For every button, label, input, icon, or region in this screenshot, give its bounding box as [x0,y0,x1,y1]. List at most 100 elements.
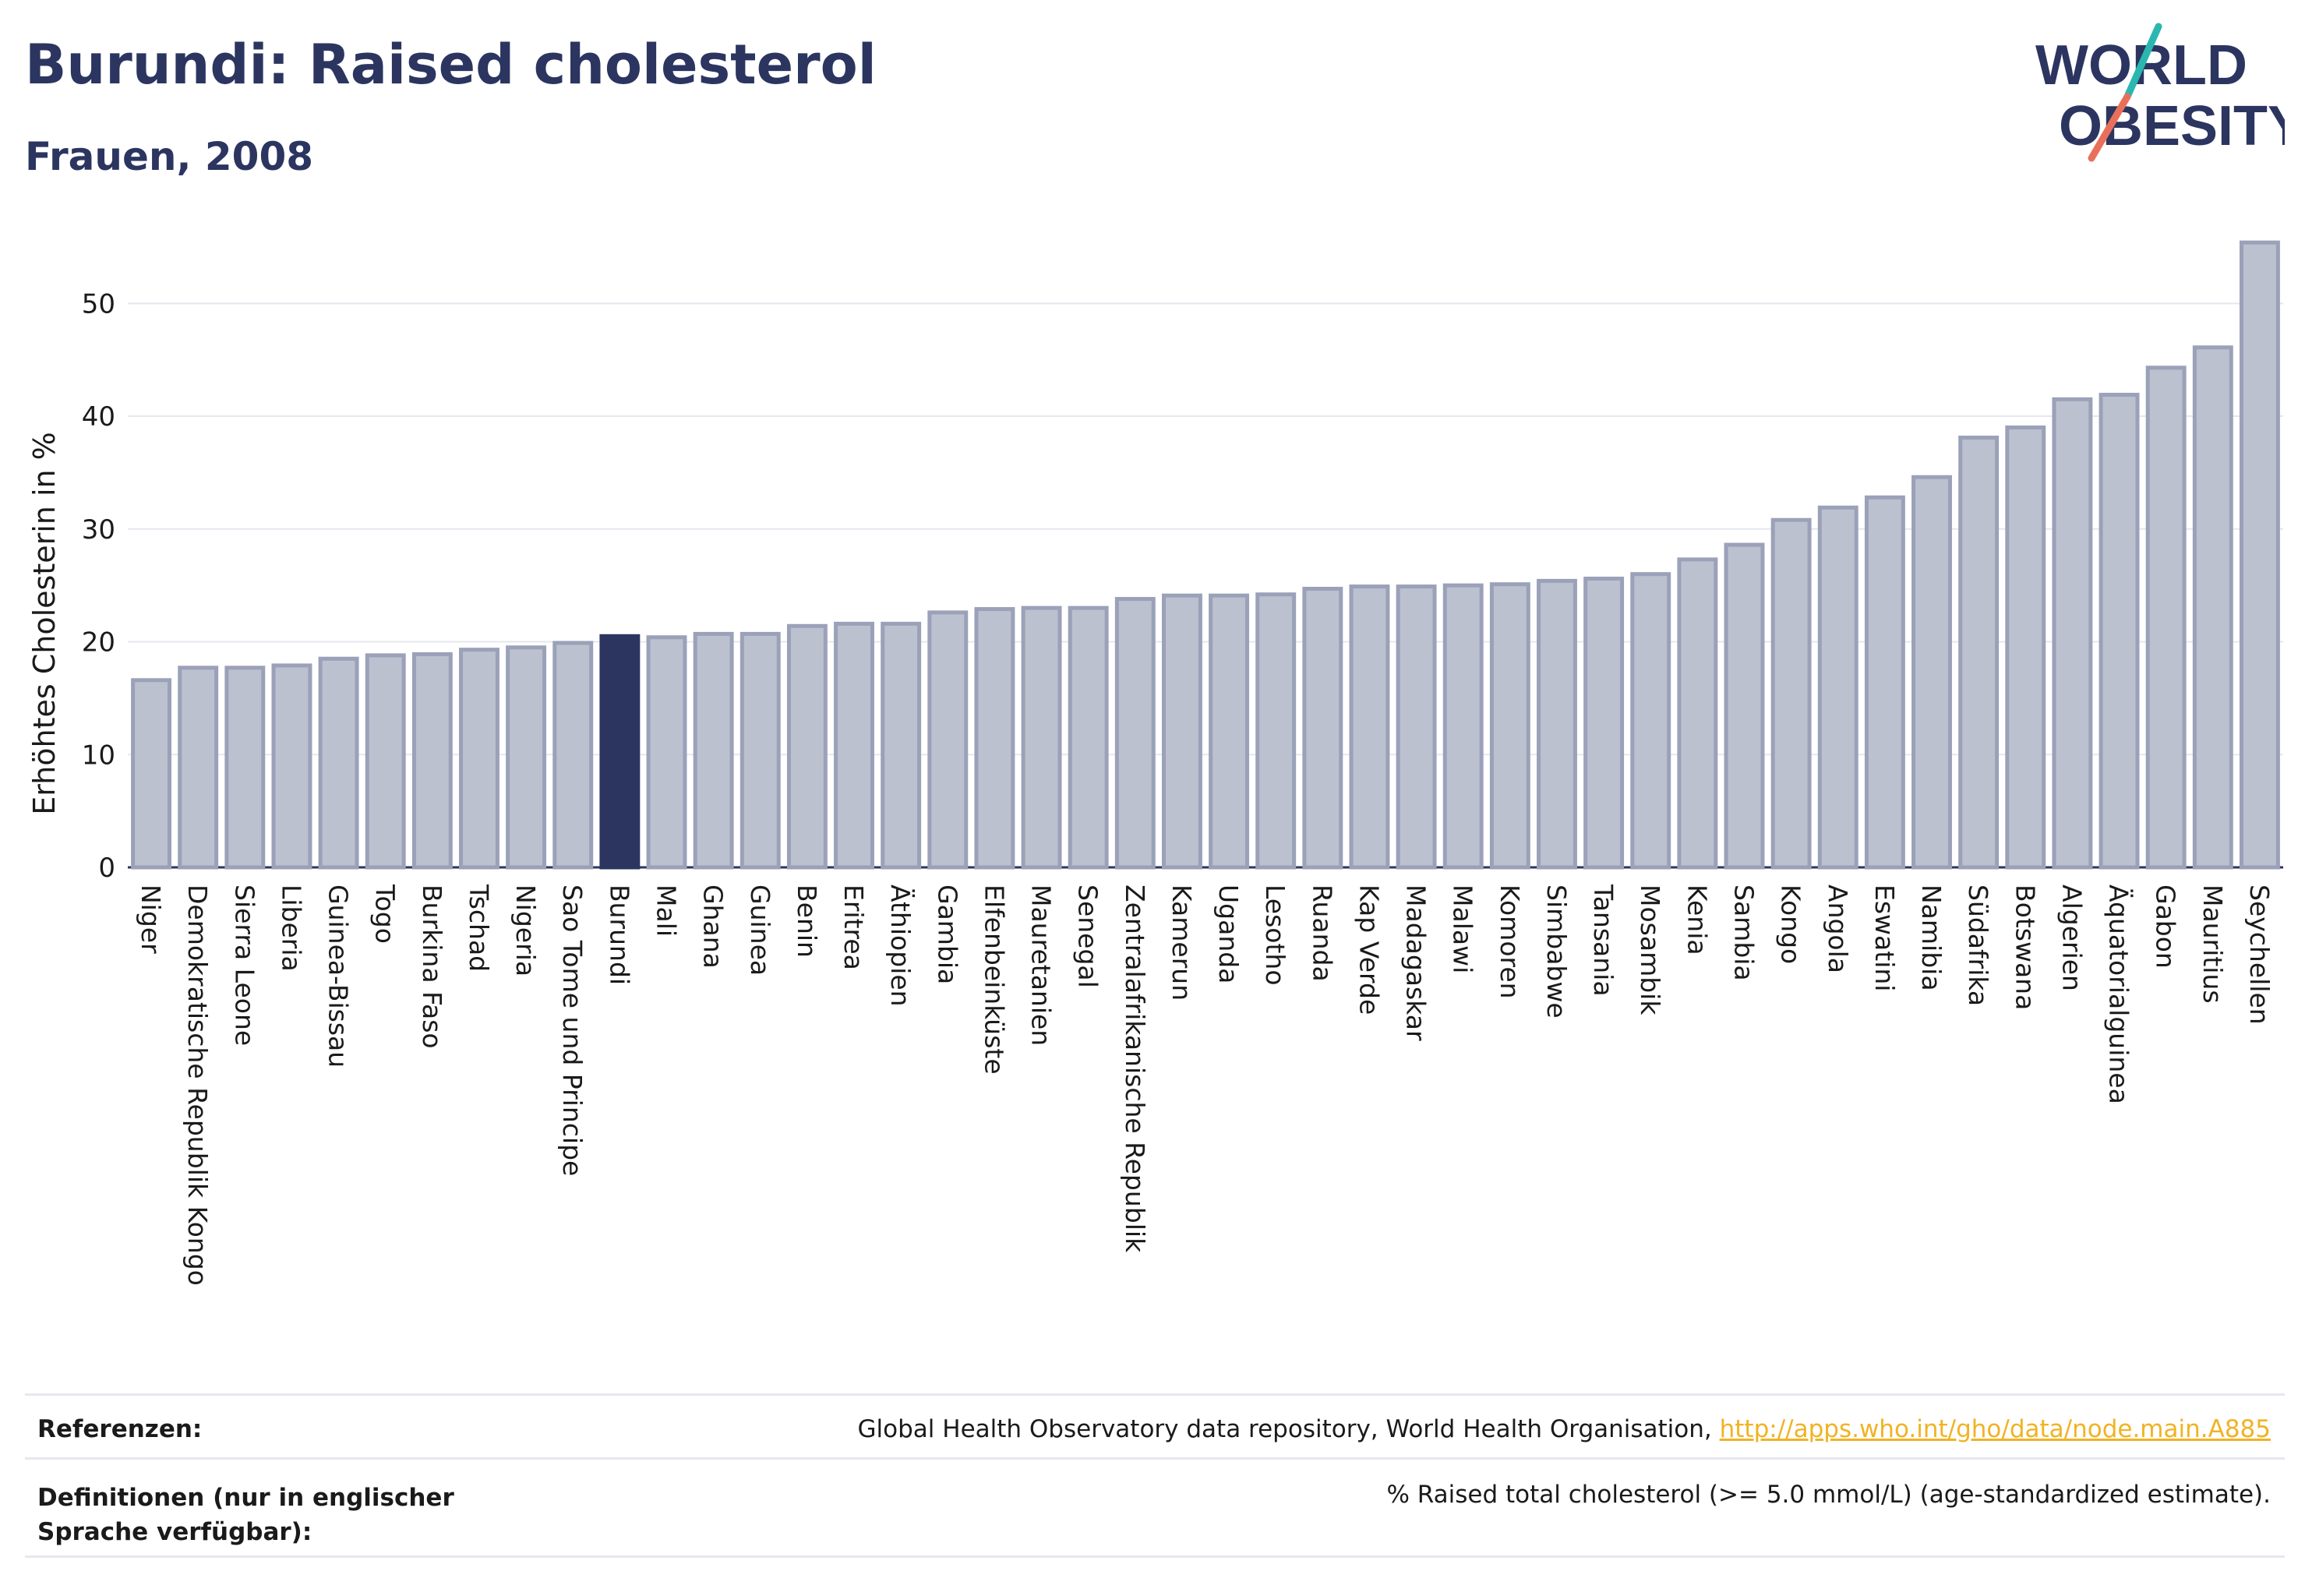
x-tick-label: Mauretanien [1026,885,1057,1046]
bar-lesotho[interactable] [1255,592,1297,870]
bar-südafrika[interactable] [1958,436,2000,870]
bar-gambia[interactable] [927,610,969,870]
logo-slash-coral [2088,93,2131,162]
bar-namibia[interactable] [1911,475,1952,870]
footer-divider-bottom [25,1555,2285,1558]
x-axis-labels: Niger Demokratische Republik Kongo Sierra … [136,884,2275,1286]
bar-madagaskar[interactable] [1396,584,1437,870]
x-tick-label: Benin [792,885,822,958]
x-tick-label: Gambia [932,885,962,984]
bar-sierra-leone[interactable] [224,666,266,870]
x-tick-label: Komoren [1495,885,1525,999]
x-tick-label: Senegal [1073,885,1103,988]
footer-divider-top [25,1393,2285,1396]
bar-algerien[interactable] [2052,397,2093,870]
x-tick-label: Sambia [1729,885,1760,981]
bar-elfenbeinküste[interactable] [974,607,1015,870]
x-tick-label: Äquatorialguinea [2104,885,2134,1104]
x-tick-label: Kamerun [1167,885,1197,1001]
bar-benin[interactable] [786,623,828,870]
x-tick-label: Nigeria [510,885,541,976]
bar-mauretanien[interactable] [1021,606,1062,870]
x-tick-label: Mauritius [2197,885,2228,1004]
bar-mauritius[interactable] [2192,345,2233,870]
x-tick-label: Mosambik [1635,885,1665,1015]
bar-seychellen[interactable] [2239,240,2280,870]
logo-slash-teal [2123,23,2162,101]
x-tick-label: Malawi [1448,885,1478,973]
y-tick-label: 50 [82,288,115,320]
bar-ghana[interactable] [693,631,734,870]
bar-malawi[interactable] [1442,583,1484,870]
bar-nigeria[interactable] [506,645,547,870]
footer-divider-middle [25,1457,2285,1460]
x-tick-label: Seychellen [2244,885,2275,1025]
x-tick-label: Sierra Leone [229,885,259,1046]
bar-togo[interactable] [365,653,406,870]
x-tick-label: Burkina Faso [417,885,447,1049]
chart-title: Burundi: Raised cholesterol [25,33,877,97]
bar-senegal[interactable] [1068,606,1109,870]
world-obesity-logo: WORLD OBESITY [2035,23,2285,162]
x-tick-label: Kongo [1776,885,1806,964]
bar-kap-verde[interactable] [1349,584,1390,870]
bar-äquatorialguinea[interactable] [2099,393,2140,870]
bar-komoren[interactable] [1489,582,1530,870]
bar-äthiopien[interactable] [881,621,922,870]
bar-zentralafrikanische-republik[interactable] [1114,597,1156,870]
bar-liberia[interactable] [271,663,312,870]
x-tick-label: Uganda [1213,885,1244,983]
bar-tansania[interactable] [1583,576,1625,870]
bar-sao-tome-und-principe[interactable] [552,641,594,870]
bar-chart: 0 10 20 30 40 50 Niger Demokratische Republik … [27,240,2283,1286]
bar-eswatini[interactable] [1864,495,1905,870]
bar-tschad[interactable] [459,648,499,870]
bar-kenia[interactable] [1677,557,1718,870]
bar-burkina-faso[interactable] [411,651,453,870]
x-tick-label: Simbabwe [1541,885,1572,1019]
bar-guinea[interactable] [740,631,781,870]
bar-angola[interactable] [1817,505,1858,870]
bar-niger[interactable] [131,678,172,870]
x-tick-label: Demokratische Republik Kongo [182,885,213,1286]
bars [131,240,2280,870]
bar-simbabwe[interactable] [1537,578,1577,870]
x-tick-label: Tschad [464,884,494,972]
x-tick-label: Lesotho [1260,885,1290,986]
x-tick-label: Mali [651,885,682,937]
y-tick-label: 10 [82,740,115,771]
x-tick-label: Südafrika [1963,885,1993,1006]
x-tick-label: Niger [136,885,166,954]
x-tick-label: Eswatini [1869,885,1900,991]
bar-demokratische-republik-kongo[interactable] [178,666,219,870]
x-tick-label: Gabon [2151,885,2181,969]
y-tick-label: 0 [98,853,115,884]
references-text: Global Health Observatory data repositor… [858,1415,2271,1443]
x-tick-label: Madagaskar [1401,885,1431,1041]
bar-ruanda[interactable] [1302,587,1343,870]
bar-eritrea[interactable] [834,621,874,870]
bar-gabon[interactable] [2145,365,2187,870]
x-tick-label: Namibia [1916,885,1947,991]
bar-kamerun[interactable] [1161,593,1202,870]
x-tick-label: Kenia [1682,885,1712,955]
bar-mali[interactable] [646,635,687,870]
bar-guinea-bissau[interactable] [318,656,359,870]
x-tick-label: Kap Verde [1354,885,1384,1015]
x-tick-label: Guinea-Bissau [323,885,354,1068]
x-tick-label: Sao Tome und Principe [557,885,588,1176]
bar-sambia[interactable] [1724,542,1765,870]
bar-burundi[interactable] [599,634,641,870]
references-link[interactable]: http://apps.who.int/gho/data/node.main.A… [1719,1415,2271,1443]
definitions-label: Definitionen (nur in englischer Sprache … [37,1484,454,1546]
bar-botswana[interactable] [2005,425,2046,870]
x-tick-label: Botswana [2010,885,2040,1010]
y-tick-label: 30 [82,514,115,546]
bar-kongo[interactable] [1770,517,1812,870]
bar-mosambik[interactable] [1630,572,1671,870]
x-tick-label: Tansania [1588,884,1618,997]
x-tick-label: Eritrea [838,885,869,970]
bar-uganda[interactable] [1209,593,1250,870]
x-tick-label: Äthiopien [885,885,916,1007]
x-tick-label: Liberia [276,885,306,972]
